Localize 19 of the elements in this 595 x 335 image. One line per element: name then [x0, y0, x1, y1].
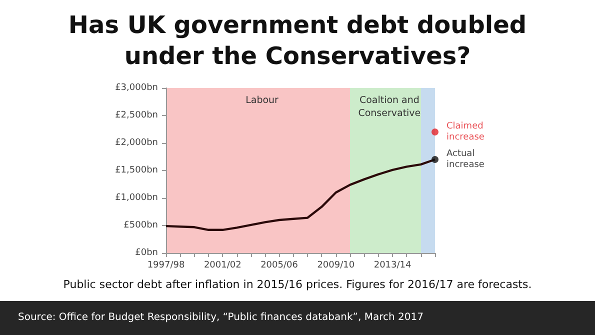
text: Public sector debt after inflation in 2015/16 prices. Figures for 2016/17 are forecasts.: [62, 278, 533, 291]
x-tick-label: 2005/06: [260, 260, 298, 270]
chart-title: Has UK government debt doubled under the Conservatives?: [67, 10, 528, 72]
annotation: Labour: [244, 94, 280, 107]
source-note: Source: Office for Budget Responsibility, “Public finances databank”, March 2017: [18, 312, 424, 323]
x-tick-label: 1997/98: [147, 260, 185, 270]
y-tick-label: £1,000bn: [115, 193, 158, 203]
y-tick-label: £1,500bn: [115, 166, 158, 176]
y-tick-label: £3,000bn: [115, 83, 158, 93]
x-tick-label: 2013/14: [374, 260, 412, 270]
y-tick-label: £2,500bn: [115, 110, 158, 120]
y-tick-label: £0bn: [135, 248, 158, 258]
x-tick-label: 2001/02: [204, 260, 242, 270]
annotation: Coaltion and Conservative: [357, 94, 422, 120]
series-label: Claimed increase: [446, 122, 486, 142]
x-tick-label: 2009/10: [317, 260, 355, 270]
y-tick-label: £2,000bn: [115, 138, 158, 148]
series-label: Actual increase: [446, 149, 485, 170]
y-tick-label: £500bn: [124, 220, 158, 230]
